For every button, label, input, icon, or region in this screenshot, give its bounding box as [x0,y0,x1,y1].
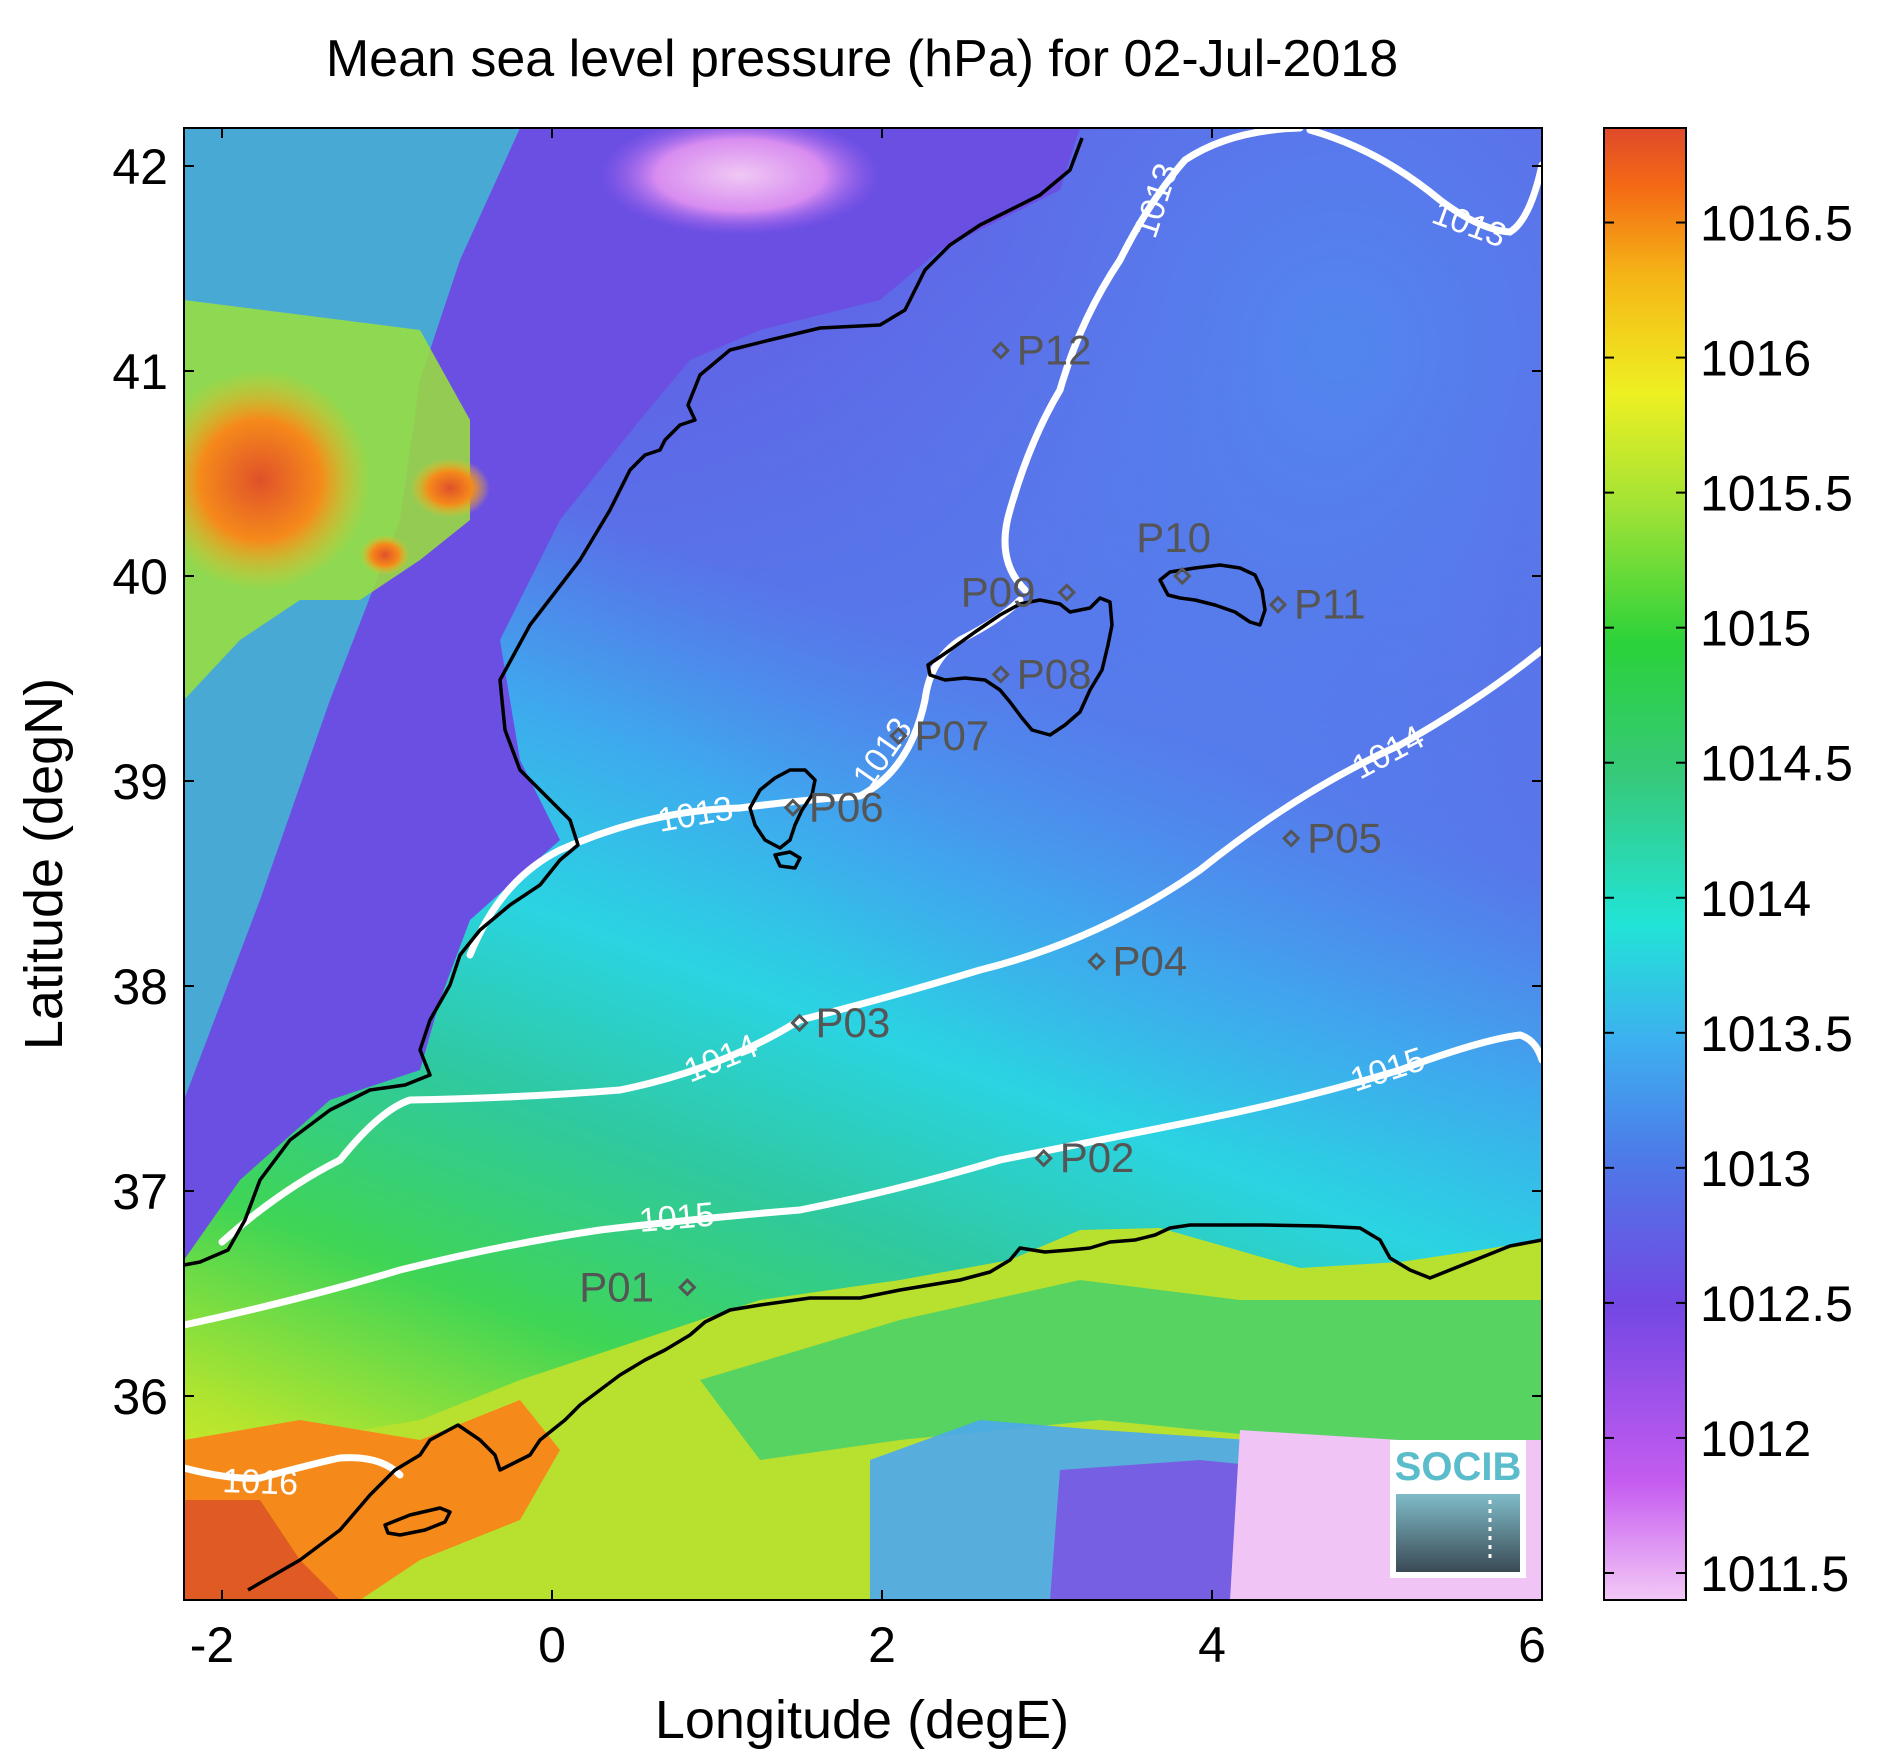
y-tick-label: 37 [112,1164,168,1220]
station-marker [1282,829,1301,848]
station-label: P04 [1113,937,1188,984]
colorbar-tick-label: 1012.5 [1700,1276,1853,1332]
island-mallorca [926,596,1114,737]
station-marker [1057,583,1076,602]
station-label: P09 [961,568,1036,615]
station-label: P12 [1017,327,1092,374]
colorbar-tick-label: 1012 [1700,1411,1811,1467]
station-marker [783,798,803,817]
x-tick-label: 0 [538,1617,566,1673]
station-marker [678,1278,697,1297]
colorbar-ticks: 1016.5 1016 1015.5 1015 1014.5 1014 1013.5 1013… [1604,196,1853,1602]
station-marker [991,341,1010,360]
contour-1016 [180,1454,404,1482]
colorbar-tick-label: 1016 [1700,331,1811,387]
contour-1013-north [1001,124,1546,594]
contour-label: 1015 [637,1196,716,1240]
colorbar-tick-label: 1011.5 [1700,1546,1849,1602]
colorbar-tick-label: 1015.5 [1700,466,1853,522]
station-label: P05 [1307,814,1382,861]
colorbar-tick-label: 1013 [1700,1141,1811,1197]
x-tick-label: -2 [190,1617,234,1673]
y-tick-label: 40 [112,549,168,605]
coastline-africa [247,1223,1543,1592]
y-tick-label: 38 [112,959,168,1015]
colorbar-tick-label: 1013.5 [1700,1006,1853,1062]
station-marker [1173,566,1192,586]
island-ibiza [748,768,817,850]
station-marker [889,726,908,746]
station-label: P11 [1294,581,1366,628]
station-label: P03 [816,999,891,1046]
colorbar-tick-label: 1014 [1700,871,1811,927]
station-label: P10 [1136,514,1211,561]
logo-text: SOCIB [1395,1445,1522,1489]
island-menorca [1158,563,1267,627]
stations-layer: P01 P02 P03 P04 P05 P06 P07 P08 P09 P10 P11 P12 [579,327,1382,1311]
colorbar-tick-label: 1015 [1700,601,1811,657]
y-tick-label: 39 [112,754,168,810]
station-label: P08 [1017,650,1092,697]
station-label: P06 [809,784,884,831]
x-tick-labels: -2 0 2 4 6 [190,1617,1546,1673]
y-axis-label: Latitude (degN) [14,678,74,1050]
station-marker [1087,952,1106,971]
colorbar-tick-label: 1016.5 [1700,196,1853,252]
y-tick-label: 42 [112,139,168,195]
station-marker [1268,595,1288,614]
contour-lines [180,124,1546,1482]
contour-1015 [180,1031,1546,1329]
coastline-iberia [183,137,1084,1267]
socib-logo: SOCIB [1390,1440,1526,1578]
x-axis-label: Longitude (degE) [655,1690,1069,1750]
contour-1014 [218,646,1546,1246]
station-label: P07 [915,712,990,759]
contour-1013-south [466,596,1024,959]
axis-ticks [184,128,1543,1600]
x-tick-label: 2 [868,1617,896,1673]
island-alboran [383,1506,452,1537]
station-marker [991,665,1010,684]
contour-label: 1016 [222,1462,299,1503]
colorbar-tick-label: 1014.5 [1700,736,1853,792]
y-tick-label: 41 [112,344,168,400]
y-tick-labels: 42 41 40 39 38 37 36 [112,139,168,1425]
x-tick-label: 4 [1198,1617,1226,1673]
station-label: P02 [1060,1134,1135,1181]
y-tick-label: 36 [112,1369,168,1425]
station-marker [790,1013,809,1033]
map-frame [183,127,1543,1601]
station-label: P01 [579,1263,654,1310]
station-marker [1034,1149,1053,1168]
island-formentera [773,850,802,870]
coastlines [183,137,1543,1592]
chart-title: Mean sea level pressure (hPa) for 02-Jul… [326,30,1398,88]
logo-wave [1396,1494,1520,1572]
colorbar [1603,127,1687,1601]
x-tick-label: 6 [1518,1617,1546,1673]
